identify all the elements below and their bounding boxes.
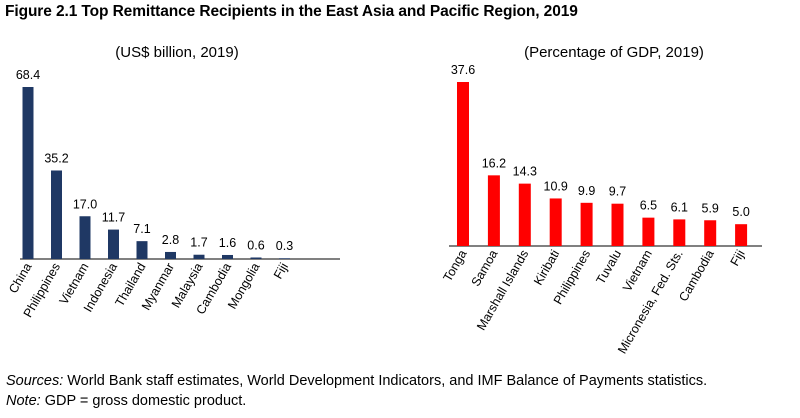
- left-value-label: 7.1: [133, 222, 150, 236]
- chart-remittances-usd: (US$ billion, 2019) 68.4China35.2Philipp…: [6, 44, 340, 320]
- right-value-label: 37.6: [451, 63, 475, 77]
- right-category-label: Micronesia, Fed. Sts.: [615, 248, 686, 357]
- left-bar-cambodia: [222, 254, 233, 259]
- right-bar-cambodia: [704, 220, 717, 246]
- left-bar-fiji: [279, 258, 290, 259]
- charts-canvas: (US$ billion, 2019) 68.4China35.2Philipp…: [6, 44, 762, 356]
- left-value-label: 68.4: [16, 68, 40, 82]
- right-bar-vietnam: [642, 217, 655, 246]
- left-bar-indonesia: [108, 229, 119, 259]
- right-category-label: Vietnam: [620, 248, 655, 295]
- right-bar-tuvalu: [611, 203, 624, 246]
- right-value-label: 5.0: [732, 205, 749, 219]
- right-category-label: Fiji: [728, 248, 748, 269]
- left-category-label: Fiji: [271, 261, 291, 282]
- chart-remittances-gdp: (Percentage of GDP, 2019) 37.6 Tonga 16.2 S…: [440, 44, 762, 356]
- note-text: GDP = gross domestic product.: [40, 393, 247, 409]
- note-label: Note:: [6, 393, 41, 409]
- left-bar-myanmar: [165, 251, 176, 259]
- chart-left-subtitle: (US$ billion, 2019): [115, 44, 238, 61]
- right-value-label: 6.1: [671, 200, 688, 214]
- right-value-label: 6.5: [640, 199, 657, 213]
- right-value-label: 16.2: [482, 156, 506, 170]
- right-category-label: Samoa: [469, 247, 501, 288]
- right-value-label: 10.9: [544, 179, 568, 193]
- left-category-label: China: [6, 260, 34, 295]
- right-bar-micronesia-fed-sts: [673, 219, 686, 246]
- right-category-label: Kiribati: [531, 248, 562, 288]
- right-value-label: 9.9: [578, 184, 595, 198]
- note-line: Note: GDP = gross domestic product.: [6, 391, 707, 411]
- left-bar-china: [22, 87, 34, 259]
- figure-title: Figure 2.1 Top Remittance Recipients in …: [5, 3, 578, 20]
- left-value-label: 35.2: [44, 151, 68, 165]
- left-value-label: 1.7: [190, 236, 207, 250]
- right-value-label: 5.9: [702, 201, 719, 215]
- right-bar-kiribati: [549, 198, 562, 246]
- right-category-label: Tuvalu: [593, 247, 624, 286]
- sources-line: Sources: World Bank staff estimates, Wor…: [6, 371, 707, 391]
- left-value-label: 1.6: [219, 236, 236, 250]
- right-bar-samoa: [487, 175, 500, 246]
- right-value-label: 9.7: [609, 185, 626, 199]
- left-value-label: 11.7: [102, 211, 125, 225]
- left-value-label: 0.3: [276, 239, 293, 253]
- left-value-label: 0.6: [247, 238, 264, 252]
- left-bar-philippines: [51, 170, 62, 259]
- chart-right-subtitle: (Percentage of GDP, 2019): [524, 44, 704, 61]
- right-bar-philippines: [580, 202, 593, 246]
- right-bar-marshall-islands: [518, 183, 531, 246]
- sources-text: World Bank staff estimates, World Develo…: [63, 373, 708, 389]
- left-bar-thailand: [136, 241, 148, 259]
- figure-footer: Sources: World Bank staff estimates, Wor…: [6, 371, 707, 411]
- left-bar-mongolia: [250, 257, 262, 259]
- sources-label: Sources:: [6, 373, 64, 389]
- left-value-label: 2.8: [162, 233, 179, 247]
- right-bar-fiji: [735, 224, 748, 246]
- right-category-label: Tonga: [440, 247, 469, 284]
- left-bar-malaysia: [193, 254, 205, 259]
- right-value-label: 14.3: [513, 165, 537, 179]
- left-value-label: 17.0: [73, 197, 97, 211]
- right-bar-tonga: [457, 82, 469, 246]
- left-bar-vietnam: [79, 216, 91, 259]
